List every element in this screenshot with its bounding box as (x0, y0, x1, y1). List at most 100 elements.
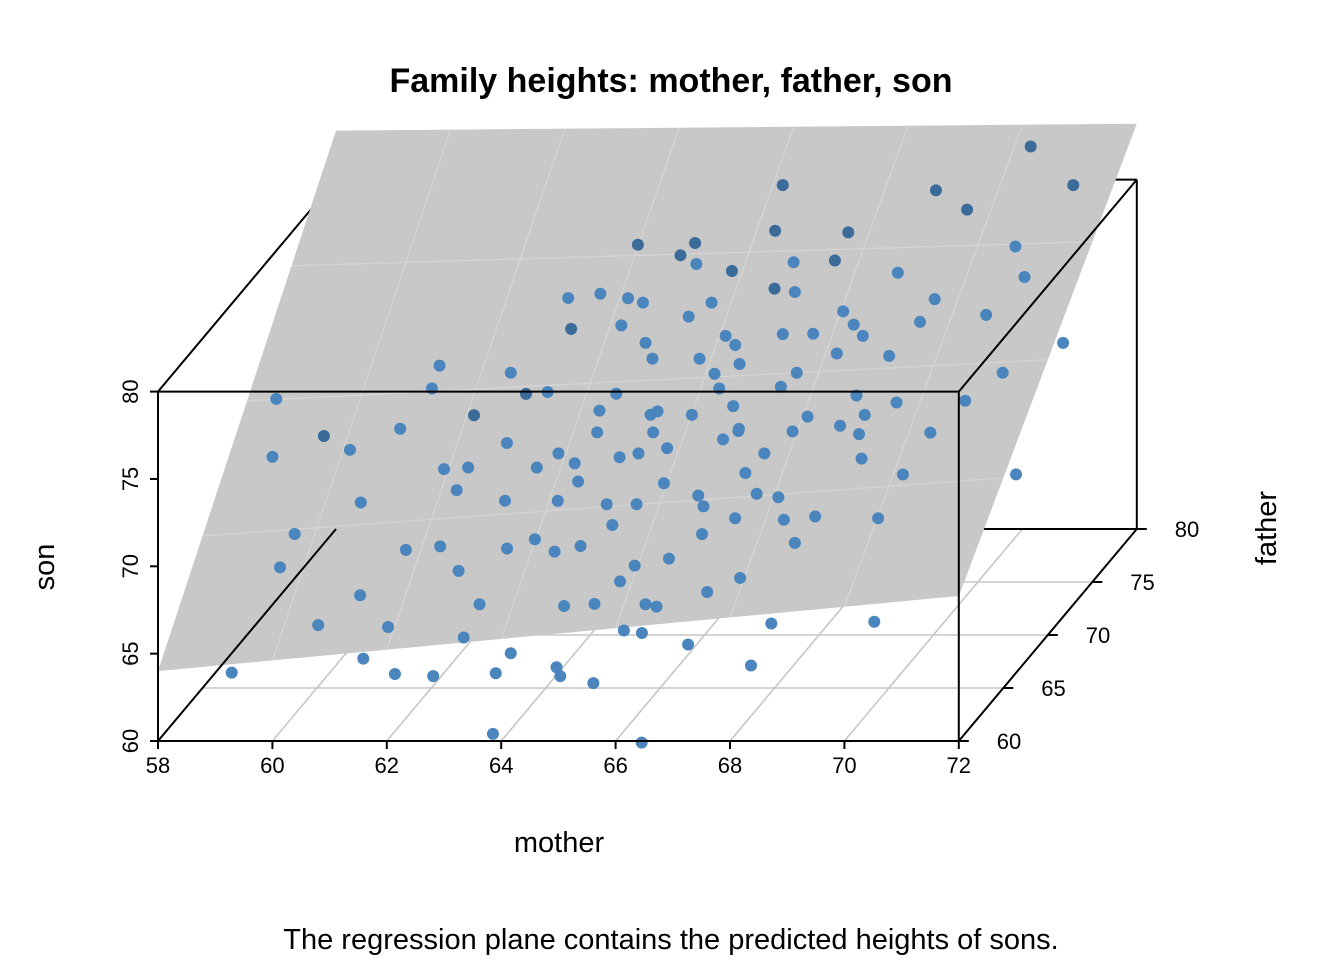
data-point (399, 543, 412, 556)
data-point (809, 510, 822, 523)
data-point (500, 436, 513, 449)
data-point (959, 394, 972, 407)
data-point (647, 426, 660, 439)
data-point (842, 226, 855, 239)
data-point (600, 498, 613, 511)
data-point (692, 489, 705, 502)
data-point (928, 293, 941, 306)
data-point (693, 352, 706, 365)
x-tick-label: 64 (489, 753, 513, 778)
data-point (266, 450, 279, 463)
plane-surface (158, 123, 1137, 672)
z-tick-label: 65 (118, 641, 143, 665)
chart-title: Family heights: mother, father, son (390, 62, 953, 100)
x-tick-label: 62 (375, 753, 399, 778)
data-point (856, 329, 869, 342)
data-point (594, 287, 607, 300)
x-tick-label: 70 (832, 753, 856, 778)
data-point (636, 296, 649, 309)
data-point (558, 599, 571, 612)
y-tick-label: 65 (1041, 676, 1065, 701)
data-point (565, 322, 578, 335)
plane-grid-line (246, 359, 1048, 402)
data-point (847, 318, 860, 331)
data-point (765, 617, 778, 630)
data-point (696, 528, 709, 541)
data-point (807, 327, 820, 340)
data-point (855, 452, 868, 465)
y-axis-label: father (1251, 491, 1283, 565)
data-point (750, 487, 763, 500)
data-point (433, 359, 446, 372)
data-point (772, 491, 785, 504)
data-point (438, 463, 451, 476)
data-point (733, 357, 746, 370)
data-point (572, 475, 585, 488)
data-point (614, 575, 627, 588)
data-point (650, 600, 663, 613)
data-point (639, 598, 652, 611)
data-point (732, 425, 745, 438)
data-point (1067, 179, 1080, 192)
data-point (617, 624, 630, 637)
data-point (468, 409, 481, 422)
data-point (834, 419, 847, 432)
y-tick-label: 60 (997, 729, 1021, 754)
data-point (661, 442, 674, 455)
z-axis-label: son (29, 544, 61, 591)
z-tick-label: 80 (118, 379, 143, 403)
data-point (388, 668, 401, 681)
data-point (837, 305, 850, 318)
data-point (790, 366, 803, 379)
data-point (382, 620, 395, 633)
data-point (758, 447, 771, 460)
data-point (896, 468, 909, 481)
data-point (462, 461, 475, 474)
data-point (924, 426, 937, 439)
data-point (343, 443, 356, 456)
data-point (606, 518, 619, 531)
data-point (891, 266, 904, 279)
data-point (630, 498, 643, 511)
x-tick-label: 68 (718, 753, 742, 778)
box-edge (157, 178, 337, 393)
data-point (499, 494, 512, 507)
data-point (674, 249, 687, 262)
data-point (663, 552, 675, 565)
data-point (427, 670, 440, 683)
data-point (787, 256, 800, 269)
data-point (452, 564, 465, 577)
data-point (697, 500, 710, 513)
box-edge (157, 528, 337, 742)
data-point (591, 426, 604, 439)
data-point (929, 184, 942, 197)
data-point (486, 727, 499, 740)
front-box-edges (157, 178, 1138, 742)
data-point (354, 496, 367, 509)
data-point (774, 380, 787, 393)
data-point (883, 349, 896, 362)
data-point (357, 652, 370, 665)
data-point (769, 224, 782, 237)
data-point (632, 447, 645, 460)
data-point (354, 589, 367, 602)
data-point (651, 405, 664, 418)
data-point (554, 670, 567, 683)
data-point (574, 540, 587, 553)
data-point (705, 296, 718, 309)
data-point (727, 400, 740, 413)
data-point (682, 310, 695, 323)
data-point (530, 461, 543, 474)
x-tick-label: 66 (603, 753, 627, 778)
data-point (890, 396, 903, 409)
data-point (489, 667, 502, 680)
data-point (768, 282, 781, 295)
data-point (725, 265, 738, 278)
data-point (872, 512, 885, 525)
data-point (628, 559, 641, 572)
data-point (622, 292, 635, 305)
data-point (729, 339, 742, 352)
regression-plane (158, 123, 1137, 672)
data-point (587, 677, 600, 690)
